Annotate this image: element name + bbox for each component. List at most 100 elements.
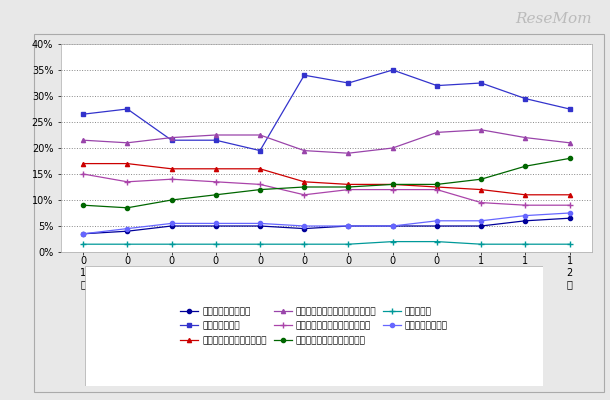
自分の夢のために働きたい	[345, 182, 352, 187]
楽しく働きたい	[301, 73, 308, 78]
社会に貢献したい	[79, 231, 87, 236]
自分の夢のために働きたい	[522, 192, 529, 197]
個人の生活と仕事を両立させたい	[168, 135, 175, 140]
楽しく働きたい	[389, 68, 396, 72]
自分の夢のために働きたい	[124, 161, 131, 166]
楽しく働きたい	[522, 96, 529, 101]
プライドが持てる仕事をしたい	[389, 187, 396, 192]
FancyBboxPatch shape	[85, 266, 543, 386]
収入さえあればよい	[433, 224, 440, 228]
収入さえあればよい	[566, 216, 573, 221]
プライドが持てる仕事をしたい	[478, 200, 485, 205]
楽しく働きたい	[212, 138, 220, 142]
自分の夢のために働きたい	[256, 166, 264, 171]
人のためになる仕事をしたい	[522, 164, 529, 169]
自分の夢のために働きたい	[389, 182, 396, 187]
楽しく働きたい	[478, 81, 485, 86]
苦労したい	[168, 242, 175, 246]
自分の夢のために働きたい	[79, 161, 87, 166]
苦労したい	[345, 242, 352, 246]
Line: 社会に貢献したい: 社会に貢献したい	[81, 211, 572, 236]
Line: 収入さえあればよい: 収入さえあればよい	[81, 216, 572, 236]
プライドが持てる仕事をしたい	[433, 187, 440, 192]
楽しく働きたい	[168, 138, 175, 142]
苦労したい	[522, 242, 529, 246]
社会に貢献したい	[212, 221, 220, 226]
楽しく働きたい	[124, 106, 131, 111]
個人の生活と仕事を両立させたい	[478, 127, 485, 132]
苦労したい	[301, 242, 308, 246]
自分の夢のために働きたい	[301, 179, 308, 184]
個人の生活と仕事を両立させたい	[301, 148, 308, 153]
社会に貢献したい	[256, 221, 264, 226]
苦労したい	[389, 239, 396, 244]
人のためになる仕事をしたい	[478, 177, 485, 182]
Text: ReseMom: ReseMom	[515, 12, 592, 26]
収入さえあればよい	[212, 224, 220, 228]
人のためになる仕事をしたい	[124, 206, 131, 210]
人のためになる仕事をしたい	[345, 185, 352, 190]
個人の生活と仕事を両立させたい	[79, 138, 87, 142]
収入さえあればよい	[79, 231, 87, 236]
社会に貢献したい	[345, 224, 352, 228]
社会に貢献したい	[124, 226, 131, 231]
プライドが持てる仕事をしたい	[168, 177, 175, 182]
プライドが持てる仕事をしたい	[522, 203, 529, 208]
人のためになる仕事をしたい	[168, 198, 175, 202]
社会に貢献したい	[478, 218, 485, 223]
収入さえあればよい	[478, 224, 485, 228]
Line: 楽しく働きたい: 楽しく働きたい	[81, 68, 572, 153]
収入さえあればよい	[389, 224, 396, 228]
Line: 人のためになる仕事をしたい: 人のためになる仕事をしたい	[81, 156, 572, 210]
苦労したい	[256, 242, 264, 246]
社会に貢献したい	[566, 210, 573, 215]
収入さえあればよい	[522, 218, 529, 223]
プライドが持てる仕事をしたい	[256, 182, 264, 187]
収入さえあればよい	[124, 229, 131, 234]
収入さえあればよい	[345, 224, 352, 228]
プライドが持てる仕事をしたい	[79, 172, 87, 176]
楽しく働きたい	[433, 83, 440, 88]
人のためになる仕事をしたい	[256, 187, 264, 192]
自分の夢のために働きたい	[168, 166, 175, 171]
個人の生活と仕事を両立させたい	[256, 133, 264, 138]
社会に貢献したい	[389, 224, 396, 228]
人のためになる仕事をしたい	[79, 203, 87, 208]
プライドが持てる仕事をしたい	[345, 187, 352, 192]
楽しく働きたい	[345, 81, 352, 86]
個人の生活と仕事を両立させたい	[522, 135, 529, 140]
自分の夢のために働きたい	[566, 192, 573, 197]
人のためになる仕事をしたい	[301, 185, 308, 190]
個人の生活と仕事を両立させたい	[433, 130, 440, 135]
楽しく働きたい	[256, 148, 264, 153]
プライドが持てる仕事をしたい	[212, 179, 220, 184]
Line: 苦労したい: 苦労したい	[81, 239, 572, 247]
人のためになる仕事をしたい	[433, 182, 440, 187]
Line: 個人の生活と仕事を両立させたい: 個人の生活と仕事を両立させたい	[81, 128, 572, 155]
人のためになる仕事をしたい	[389, 182, 396, 187]
苦労したい	[566, 242, 573, 246]
楽しく働きたい	[79, 112, 87, 117]
社会に貢献したい	[522, 213, 529, 218]
苦労したい	[124, 242, 131, 246]
収入さえあればよい	[168, 224, 175, 228]
社会に貢献したい	[301, 224, 308, 228]
楽しく働きたい	[566, 106, 573, 111]
個人の生活と仕事を両立させたい	[566, 140, 573, 145]
個人の生活と仕事を両立させたい	[212, 133, 220, 138]
個人の生活と仕事を両立させたい	[389, 146, 396, 150]
社会に貢献したい	[433, 218, 440, 223]
プライドが持てる仕事をしたい	[566, 203, 573, 208]
Line: プライドが持てる仕事をしたい: プライドが持てる仕事をしたい	[81, 171, 572, 208]
苦労したい	[478, 242, 485, 246]
Legend: 収入さえあればよい, 楽しく働きたい, 自分の夢のために働きたい, 個人の生活と仕事を両立させたい, プライドが持てる仕事をしたい, 人のためになる仕事をしたい: 収入さえあればよい, 楽しく働きたい, 自分の夢のために働きたい, 個人の生活と…	[176, 302, 453, 350]
社会に貢献したい	[168, 221, 175, 226]
人のためになる仕事をしたい	[212, 192, 220, 197]
収入さえあればよい	[301, 226, 308, 231]
個人の生活と仕事を両立させたい	[124, 140, 131, 145]
プライドが持てる仕事をしたい	[124, 179, 131, 184]
プライドが持てる仕事をしたい	[301, 192, 308, 197]
人のためになる仕事をしたい	[566, 156, 573, 161]
自分の夢のために働きたい	[212, 166, 220, 171]
苦労したい	[79, 242, 87, 246]
